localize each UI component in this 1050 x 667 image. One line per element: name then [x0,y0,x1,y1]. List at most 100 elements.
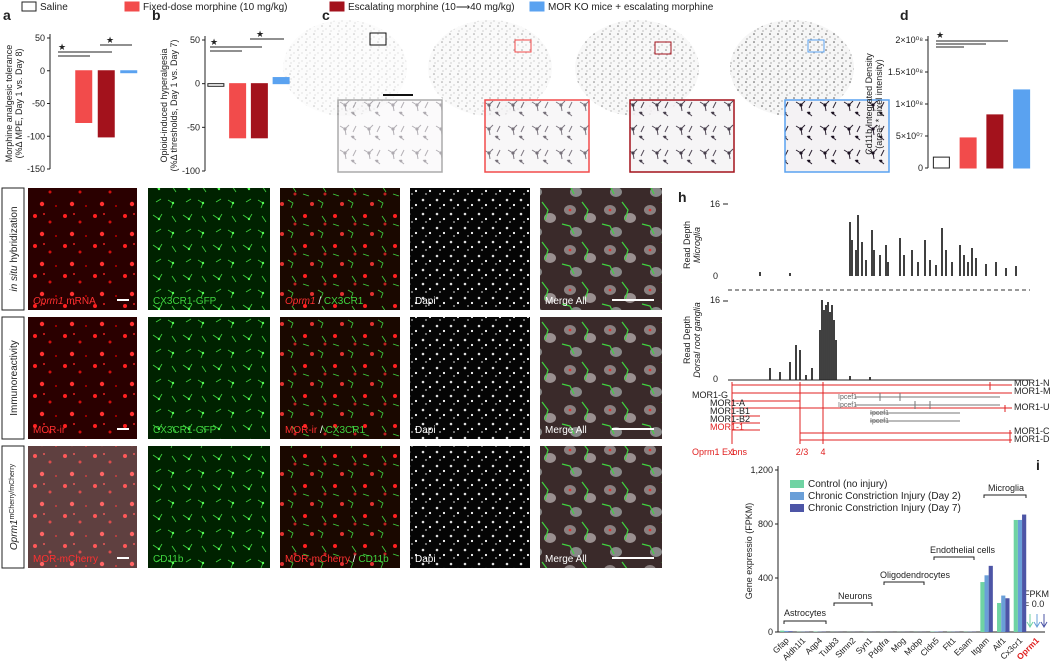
channel-label-part: CD11b [153,554,184,565]
bar [980,582,985,632]
micrograph [280,446,400,568]
micrograph [280,188,400,310]
channel-label-part: MOR-ir [33,425,66,436]
cell-type: Microglia [988,483,1024,493]
isoform: MOR1-M [1014,386,1050,396]
genome-tracks: 16 0 16 0 Read Depth Microglia Read Dept… [682,199,1050,457]
y-axis-label: Cd11b Integrated Density [864,53,874,155]
fpkm-note: FPKM [1024,589,1049,599]
micrograph [410,188,530,310]
channel-label: MOR-mCherry / CD11b [285,554,389,565]
gene-label: Ipcef1 [870,418,889,425]
channel-label-part: mRNA [64,296,97,307]
bar [1013,519,1018,632]
row-label: Oprm1mCherry/mCherry [9,463,21,550]
channel-label-part: Oprm1 [285,296,316,307]
channel-label: MOR-ir [33,425,66,436]
bar [984,575,989,632]
gene-label: Ipcef1 [838,402,857,409]
bar [988,565,993,632]
micrograph [148,446,270,568]
significance: ★ ★ ★ ★ ★ [58,29,1008,57]
channel-label-part: CD11b [358,554,389,565]
isoform: MOR1-D [1014,434,1050,444]
exon: 4 [820,447,825,457]
cell-type: Endothelial cells [930,545,996,555]
y-tick-label: -100 [27,131,45,141]
panel-letter: i [1036,457,1040,473]
gene-label: Ipcef1 [870,410,889,417]
isoform: MOR1-U [1014,402,1050,412]
row-label: in situ hybridization [9,206,20,291]
legend-swatch [529,1,545,12]
cell-type: Neurons [838,591,873,601]
micrograph [410,317,530,439]
track-sample: Dorsal root ganglia [692,302,702,378]
star: ★ [58,42,66,52]
bar [780,630,785,632]
legend-swatch [790,492,804,500]
panel-letter: c [322,7,330,23]
micrograph [540,446,662,568]
panel-letter: b [152,7,161,23]
legend-label: Saline [40,2,68,13]
legend-swatch [124,1,140,12]
isoform: MOR1-G [692,390,728,400]
bar [250,83,268,139]
channel-label: Oprm1 / CX3CR1 [285,296,364,307]
legend-swatch [21,1,37,12]
y-tick-label: 1.5×10⁰⁸ [888,67,923,77]
bar [986,114,1004,169]
legend-swatch [790,504,804,512]
star: ★ [210,37,218,47]
channel-label-part: Dapi [415,554,436,565]
legend-swatch [790,480,804,488]
micrograph [148,317,270,439]
row-label-part: in situ [9,265,20,292]
channel-label: Merge All [545,554,587,565]
channel-label: CX3CR1-GFP [153,296,217,307]
bar [207,83,225,87]
channel-label-part: Oprm1 [33,296,64,307]
channel-label-part: / [350,554,358,565]
y-tick-label: 400 [758,573,773,583]
cell-type: Astrocytes [784,608,827,618]
bar [75,70,93,123]
channel-label-part: MOR-mCherry [285,554,350,565]
micrograph [28,188,137,310]
micrograph [410,446,530,568]
exon: 1 [730,447,735,457]
cell-type: Oligodendrocytes [880,570,951,580]
y-tick-label: 1×10⁰⁸ [895,99,923,109]
track-min: 0 [713,271,718,281]
bar [1001,595,1006,632]
channel-label-part: CX3CR1 [324,296,364,307]
channel-label-part: Dapi [415,425,436,436]
channel-label-part: Merge All [545,425,587,436]
micrograph [28,446,137,568]
y-axis-label: Gene expressio (FPKM) [744,503,754,600]
exon: 2/3 [796,447,809,457]
track-max: 16 [710,199,720,209]
channel-label-part: MOR-mCherry [33,554,98,565]
star: ★ [106,35,114,45]
y-axis-label: (%Δ thresholds, Day 1 vs. Day 7) [169,39,179,171]
y-tick-label: 50 [190,35,200,45]
bar [959,137,977,169]
channel-label: Dapi [415,554,436,565]
channel-label: Dapi [415,425,436,436]
channel-label-part: Merge All [545,554,587,565]
row-label-part: Immunoreactivity [9,340,20,416]
row-label-part: mCherry/mCherry [9,463,16,519]
micrograph [28,317,137,439]
bar [229,83,247,139]
y-axis-label: (area² * pixel intensity) [874,59,884,149]
micrograph [148,188,270,310]
legend-label: Fixed-dose morphine (10 mg/kg) [143,2,288,13]
legend-label: Escalating morphine (10⟶40 mg/kg) [348,2,515,13]
y-tick-label: 0 [918,163,923,173]
y-tick-label: 50 [35,33,45,43]
exons-label: Oprm1 Exons [692,447,748,457]
panel-letter: d [900,7,909,23]
x-tick-label: Itgam [969,635,991,657]
